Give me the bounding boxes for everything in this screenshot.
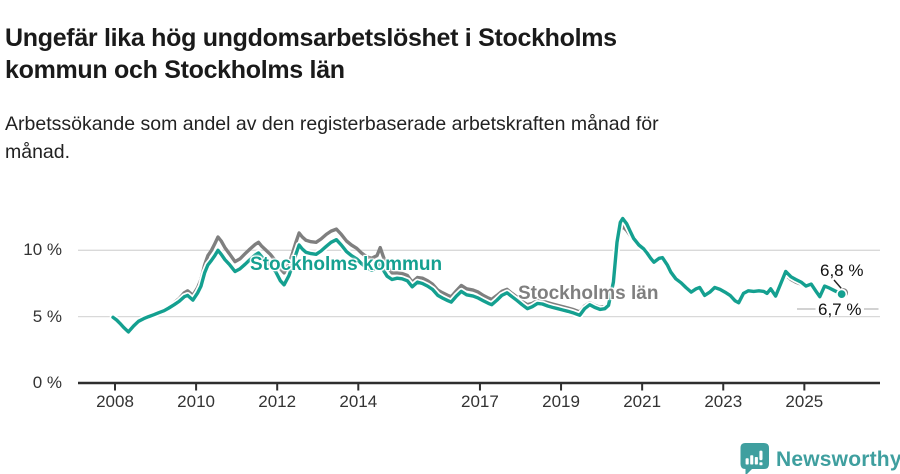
- chart-subtitle-line1: Arbetssökande som andel av den registerb…: [5, 113, 659, 135]
- end-dot-stockholms-kommun: [836, 288, 848, 300]
- newsworthy-logo: Newsworthy: [740, 443, 900, 474]
- newsworthy-logo-text: Newsworthy: [776, 447, 900, 471]
- series-line-halo: [109, 215, 846, 336]
- x-axis-label-2019: 2019: [542, 392, 580, 411]
- y-axis-label-5: 5 %: [32, 306, 62, 326]
- chart-title: Ungefär lika hög ungdomsarbetslöshet i S…: [5, 22, 885, 86]
- chart-subtitle: Arbetssökande som andel av den registerb…: [5, 110, 865, 166]
- chart-title-line2: kommun och Stockholms län: [5, 55, 345, 84]
- x-axis-label-2021: 2021: [623, 392, 662, 411]
- x-axis-label-2008: 2008: [96, 392, 134, 411]
- y-axis-label-10: 10 %: [23, 240, 62, 260]
- end-value-label-kommun: 6,7 %: [818, 300, 862, 319]
- series-label-stockholms-kommun: Stockholms kommun: [250, 254, 443, 275]
- end-label-leader-line: [833, 279, 842, 289]
- series-line-stockholms-kommun: [111, 216, 844, 334]
- chart-title-line1: Ungefär lika hög ungdomsarbetslöshet i S…: [5, 23, 617, 52]
- x-axis-label-2012: 2012: [258, 392, 297, 411]
- x-axis-label-2017: 2017: [461, 392, 499, 411]
- y-axis-label-0: 0 %: [32, 373, 62, 392]
- end-value-label-lan: 6,8 %: [820, 261, 864, 280]
- x-axis-label-2010: 2010: [177, 392, 215, 411]
- x-axis-label-2014: 2014: [339, 392, 378, 411]
- x-axis-label-2025: 2025: [785, 392, 824, 411]
- newsworthy-logo-icon: [740, 443, 769, 474]
- series-label-stockholms-lan: Stockholms län: [518, 283, 659, 304]
- x-axis-label-2023: 2023: [704, 392, 743, 411]
- chart-subtitle-line2: månad.: [5, 141, 71, 163]
